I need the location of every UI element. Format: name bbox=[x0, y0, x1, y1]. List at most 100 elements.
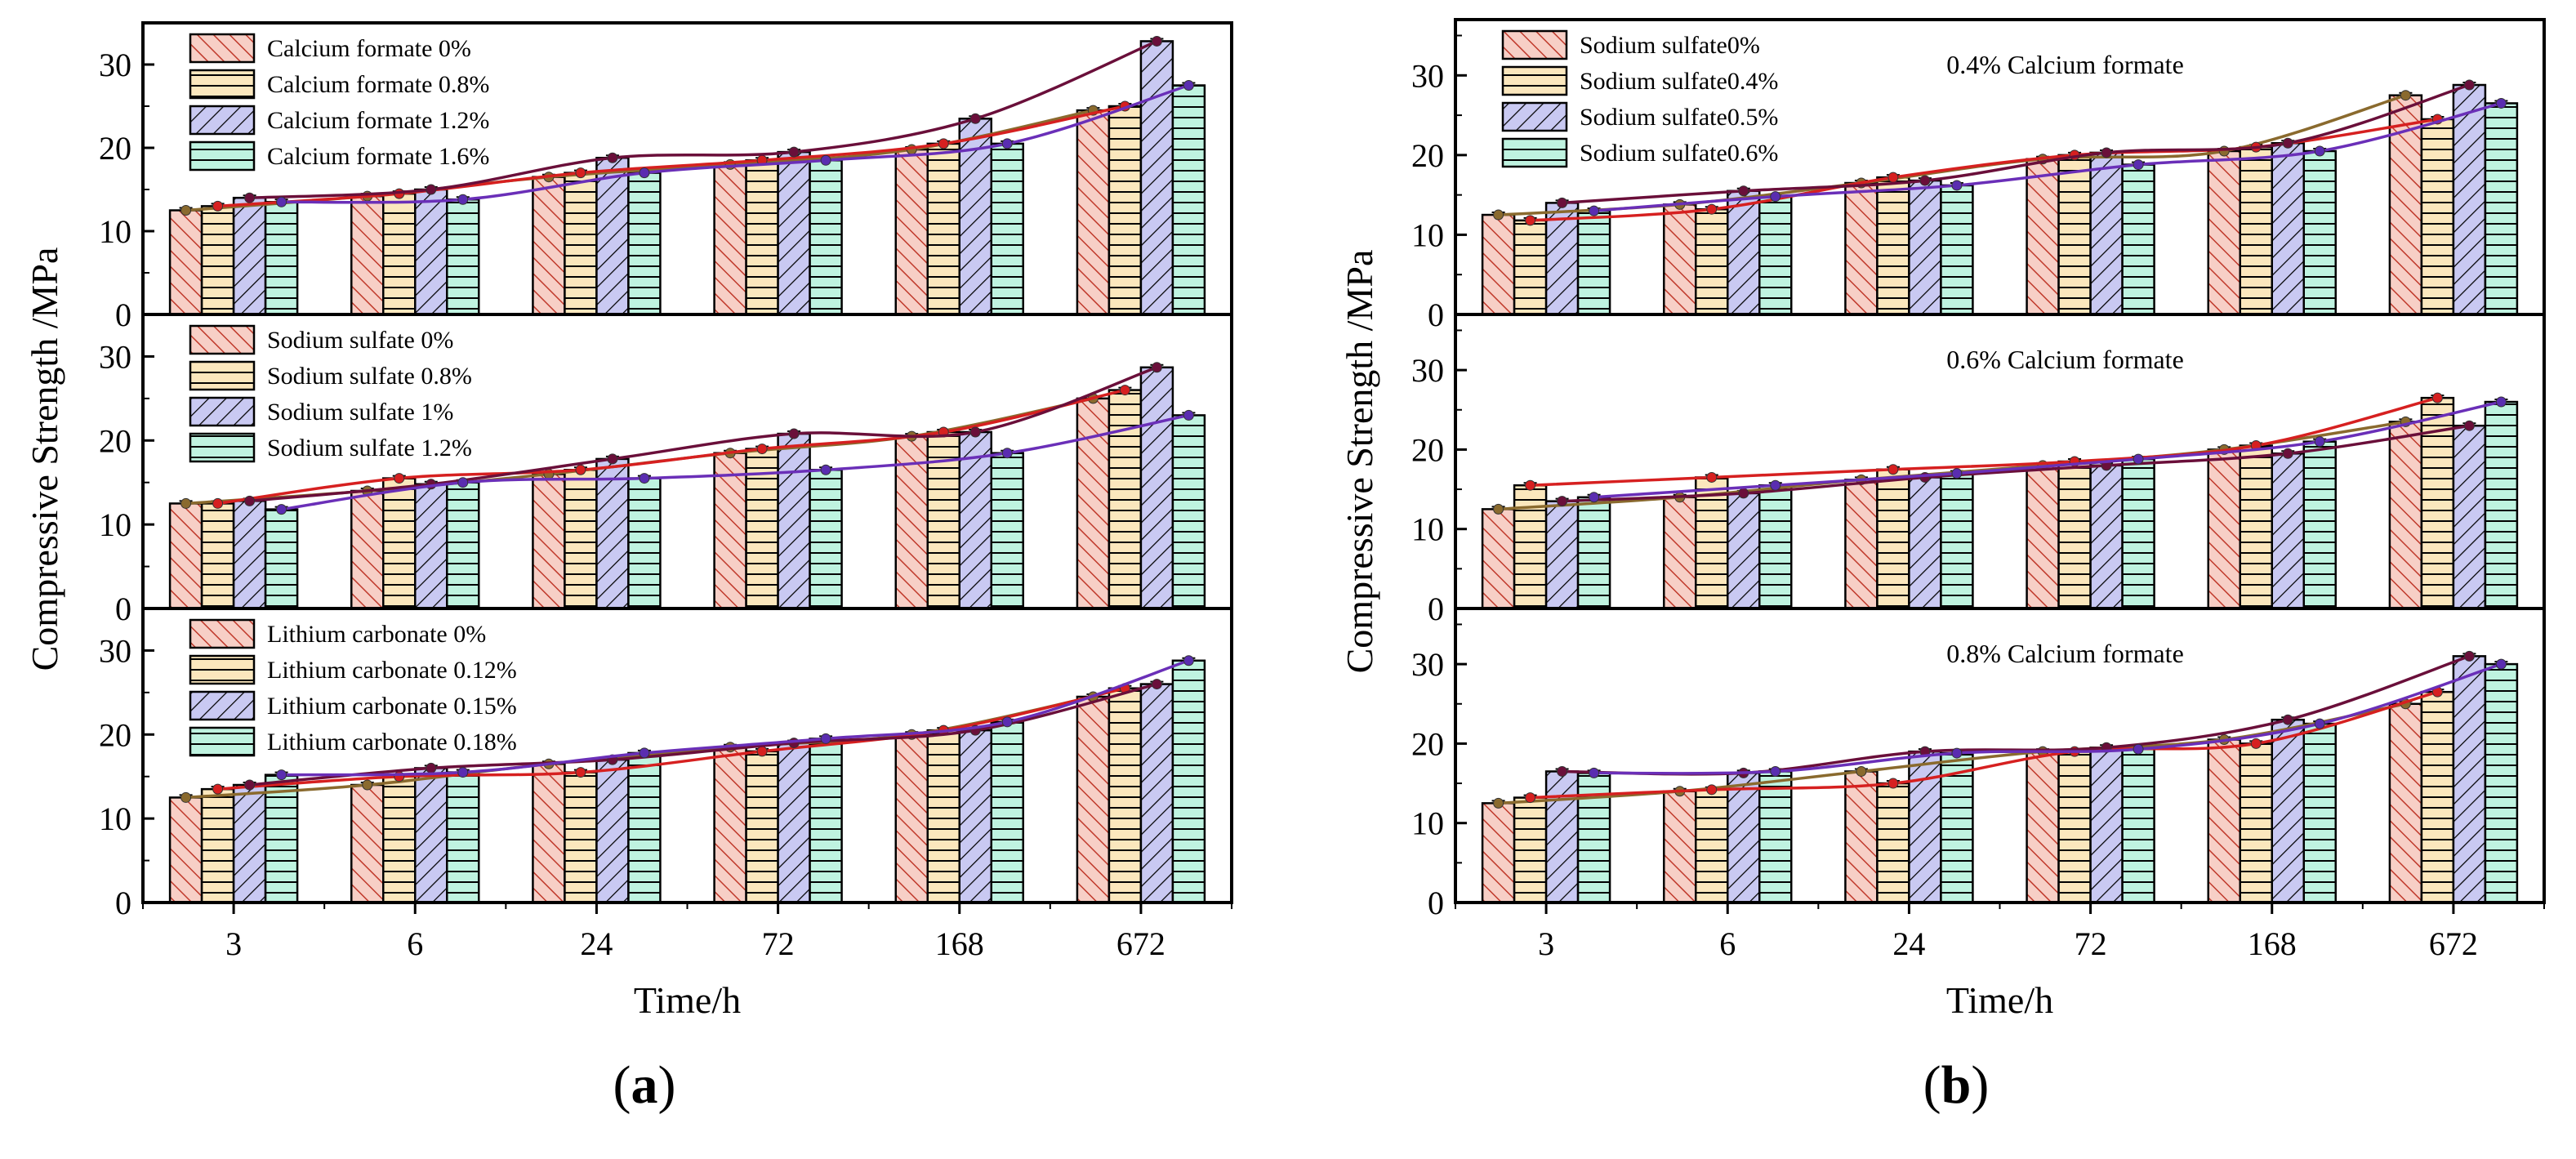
bar bbox=[1940, 184, 1974, 316]
y-tick-label: 20 bbox=[1411, 725, 1444, 762]
data-point bbox=[2463, 650, 2475, 662]
bar bbox=[232, 783, 267, 904]
data-point bbox=[639, 473, 650, 484]
legend-label: Calcium formate 0.8% bbox=[267, 71, 489, 98]
bar bbox=[2089, 464, 2124, 610]
bar bbox=[1544, 500, 1580, 610]
bar bbox=[777, 742, 811, 904]
y-tick-label: 30 bbox=[1411, 646, 1444, 683]
series-line bbox=[217, 687, 1125, 791]
data-point bbox=[1525, 479, 1536, 491]
data-point bbox=[244, 495, 256, 506]
bar bbox=[414, 188, 448, 316]
bar bbox=[627, 751, 662, 904]
data-point bbox=[2282, 714, 2293, 725]
bar bbox=[414, 483, 448, 610]
bar bbox=[2239, 444, 2273, 610]
series-line bbox=[1530, 396, 2438, 487]
bar bbox=[1727, 189, 1761, 316]
data-point bbox=[394, 473, 405, 484]
data-point bbox=[639, 167, 650, 179]
legend-swatch bbox=[189, 690, 256, 721]
series-line bbox=[1562, 424, 2470, 503]
bar bbox=[564, 172, 598, 316]
data-point bbox=[1589, 767, 1600, 778]
bar bbox=[713, 746, 747, 904]
bar bbox=[200, 787, 235, 904]
series-line bbox=[1593, 400, 2502, 499]
data-point bbox=[1770, 479, 1781, 491]
bar bbox=[168, 209, 203, 316]
data-point bbox=[2400, 90, 2411, 101]
data-point bbox=[1001, 138, 1013, 149]
y-tick-label: 10 bbox=[99, 800, 131, 837]
y-tick-label: 0 bbox=[115, 591, 131, 627]
bar bbox=[1576, 496, 1611, 610]
subplot-1: 0 10 20 30 Sodium sulfate0% Sodium sulfate0.4… bbox=[1411, 18, 2546, 333]
bar bbox=[990, 452, 1024, 610]
data-point bbox=[2250, 738, 2262, 749]
bar bbox=[446, 771, 480, 904]
legend-label: Lithium carbonate 0% bbox=[267, 621, 486, 648]
series-line bbox=[1593, 101, 2502, 212]
bar bbox=[1139, 366, 1174, 610]
y-axis-title: Compressive Strength /MPa bbox=[24, 247, 65, 671]
bar bbox=[2026, 158, 2060, 316]
legend-swatch bbox=[1501, 29, 1568, 60]
bar bbox=[382, 775, 417, 904]
data-point bbox=[788, 146, 800, 158]
bar bbox=[745, 750, 779, 904]
data-point bbox=[1589, 492, 1600, 503]
data-point bbox=[969, 426, 981, 438]
legend-swatch bbox=[189, 105, 256, 136]
bar bbox=[2452, 424, 2487, 610]
bar bbox=[1171, 414, 1206, 610]
y-tick-label: 30 bbox=[1411, 352, 1444, 389]
bar bbox=[1908, 179, 1942, 316]
bar bbox=[2057, 750, 2092, 904]
data-point bbox=[2495, 658, 2507, 670]
bar bbox=[1576, 772, 1611, 904]
legend-swatch bbox=[189, 654, 256, 685]
bar bbox=[2089, 151, 2124, 316]
bar bbox=[2271, 452, 2305, 610]
data-point bbox=[1001, 448, 1013, 459]
bar bbox=[350, 489, 385, 610]
data-point bbox=[2218, 145, 2230, 157]
data-point bbox=[820, 733, 831, 744]
bar bbox=[958, 729, 992, 904]
bar bbox=[1908, 750, 1942, 904]
data-point bbox=[2431, 392, 2443, 403]
data-point bbox=[1119, 385, 1130, 396]
bar bbox=[1076, 695, 1111, 904]
bar bbox=[2484, 662, 2519, 904]
data-point bbox=[1887, 778, 1899, 789]
data-point bbox=[1493, 209, 1504, 221]
bar bbox=[1876, 468, 1910, 610]
bar bbox=[532, 763, 566, 904]
y-tick-label: 0 bbox=[1428, 591, 1444, 627]
bar bbox=[627, 477, 662, 610]
data-point bbox=[575, 464, 586, 475]
bar bbox=[200, 205, 235, 316]
legend-swatch bbox=[189, 33, 256, 64]
y-tick-label: 0 bbox=[115, 296, 131, 333]
bar bbox=[990, 720, 1024, 904]
bar bbox=[200, 502, 235, 610]
data-point bbox=[1557, 496, 1568, 507]
bar bbox=[1758, 195, 1793, 316]
data-point bbox=[1525, 792, 1536, 804]
data-point bbox=[2463, 420, 2475, 431]
bar bbox=[1908, 476, 1942, 610]
legend-swatch bbox=[189, 140, 256, 172]
data-point bbox=[1951, 468, 1963, 479]
bar bbox=[777, 150, 811, 316]
y-tick-label: 20 bbox=[99, 422, 131, 459]
subplot-3: 0 10 20 30 0.8% Calcium formate bbox=[1411, 607, 2546, 921]
data-point bbox=[2314, 718, 2325, 729]
data-point bbox=[2133, 743, 2144, 755]
data-point bbox=[2495, 97, 2507, 109]
series-line bbox=[249, 39, 1158, 199]
bar bbox=[2388, 421, 2423, 610]
